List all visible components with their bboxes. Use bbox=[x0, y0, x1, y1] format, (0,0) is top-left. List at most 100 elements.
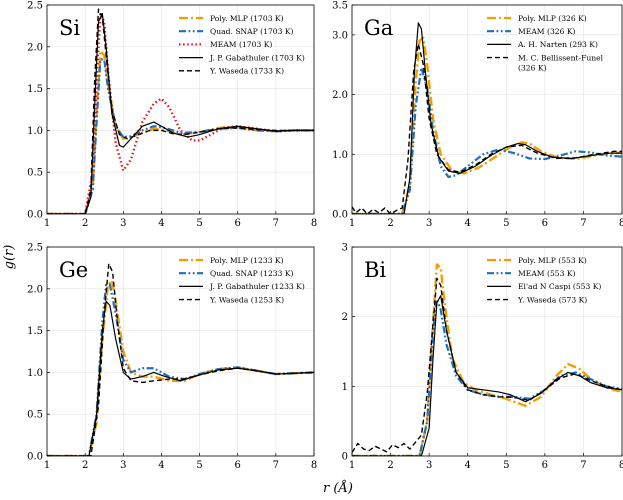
series-line bbox=[47, 279, 314, 456]
legend-entry: MEAM (326 K) bbox=[518, 27, 576, 36]
legend-entry: MEAM (1703 K) bbox=[210, 40, 272, 49]
panel-si: 1 2 3 4 5 6 7 8 0.0 0.5 1.0 1.5 2.0 2.5 Si Poly. MLP (1… bbox=[27, 1, 317, 230]
x-axis-label: r (Å) bbox=[323, 480, 353, 496]
x-tick-label: 1 bbox=[44, 460, 50, 471]
x-tick-label: 8 bbox=[619, 218, 623, 229]
x-tick-label: 2 bbox=[82, 218, 88, 229]
x-tick-label: 8 bbox=[311, 218, 317, 229]
y-tick-label: 1.0 bbox=[332, 150, 348, 161]
y-tick-label: 2 bbox=[342, 312, 348, 323]
y-tick-label: 1 bbox=[342, 382, 348, 393]
x-tick-label: 3 bbox=[120, 460, 126, 471]
x-tick-label: 5 bbox=[503, 218, 509, 229]
x-tick-label: 3 bbox=[426, 460, 432, 471]
y-tick-label: 0.0 bbox=[332, 210, 348, 221]
y-tick-label: 2.0 bbox=[27, 42, 43, 53]
legend-entry: Poly. MLP (1233 K) bbox=[210, 256, 284, 265]
y-tick-label: 1.0 bbox=[27, 368, 43, 379]
x-tick-label: 2 bbox=[82, 460, 88, 471]
x-tick-label: 6 bbox=[235, 460, 241, 471]
x-tick-label: 1 bbox=[44, 218, 50, 229]
x-tick-label: 7 bbox=[580, 218, 586, 229]
series-line bbox=[352, 263, 622, 456]
series-line bbox=[352, 36, 622, 214]
x-tick-label: 4 bbox=[158, 218, 164, 229]
x-tick-label: 1 bbox=[349, 218, 355, 229]
x-tick-label: 4 bbox=[158, 460, 164, 471]
legend-entry: J. P. Gabathuler (1703 K) bbox=[209, 53, 305, 62]
series-line bbox=[352, 43, 622, 214]
y-tick-label: 2.0 bbox=[27, 284, 43, 295]
legend-entry: Y. Waseda (1253 K) bbox=[209, 295, 284, 304]
legend: Poly. MLP (326 K) MEAM (326 K) A. H. Narte… bbox=[487, 14, 604, 72]
legend-entry: J. P. Gabathuler (1233 K) bbox=[209, 282, 305, 291]
series-line bbox=[352, 295, 622, 456]
y-tick-label: 0.5 bbox=[27, 168, 43, 179]
x-tick-label: 2 bbox=[387, 218, 393, 229]
x-tick-label: 5 bbox=[503, 460, 509, 471]
y-tick-label: 0.0 bbox=[27, 210, 43, 221]
y-tick-label: 2.0 bbox=[332, 90, 348, 101]
series-line bbox=[47, 58, 314, 214]
y-tick-label: 0.0 bbox=[27, 452, 43, 463]
panels: 1 2 3 4 5 6 7 8 0.0 0.5 1.0 1.5 2.0 2.5 Si Poly. MLP (1… bbox=[27, 1, 623, 472]
legend-entry: A. H. Narten (293 K) bbox=[517, 40, 598, 49]
x-tick-label: 2 bbox=[387, 460, 393, 471]
axes-frame bbox=[46, 4, 315, 215]
legend-entry: Y. Waseda (573 K) bbox=[517, 295, 587, 304]
panel-ge: 1 2 3 4 5 6 7 8 0.0 0.5 1.0 1.5 2.0 2.5 Ge Poly. MLP (1… bbox=[27, 243, 317, 472]
panel-label: Si bbox=[59, 16, 80, 40]
legend-entry: El'ad N Caspi (553 K) bbox=[518, 282, 601, 291]
panel-label: Ge bbox=[59, 258, 88, 282]
legend-entry: Poly. MLP (326 K) bbox=[518, 14, 587, 23]
x-tick-label: 7 bbox=[273, 218, 279, 229]
legend-entry: Quad. SNAP (1233 K) bbox=[210, 269, 294, 278]
legend: Poly. MLP (553 K) MEAM (553 K) El'ad N Cas… bbox=[487, 256, 601, 304]
series-line bbox=[47, 263, 314, 456]
x-tick-label: 4 bbox=[465, 460, 471, 471]
x-tick-label: 4 bbox=[465, 218, 471, 229]
legend-entry: Poly. MLP (553 K) bbox=[518, 256, 587, 265]
panel-label: Bi bbox=[364, 258, 386, 282]
series-line bbox=[352, 277, 622, 453]
series-line bbox=[352, 66, 622, 214]
x-tick-label: 8 bbox=[311, 460, 317, 471]
y-tick-label: 2.5 bbox=[27, 243, 43, 254]
axes-frame bbox=[46, 246, 315, 457]
series-line bbox=[47, 283, 314, 456]
legend: Poly. MLP (1233 K) Quad. SNAP (1233 K) J. … bbox=[179, 256, 305, 304]
x-tick-label: 1 bbox=[349, 460, 355, 471]
x-tick-label: 3 bbox=[120, 218, 126, 229]
x-tick-label: 6 bbox=[542, 460, 548, 471]
y-tick-label: 3.0 bbox=[332, 30, 348, 41]
panel-ga: 1 2 3 4 5 6 7 8 0.0 1.0 2.0 3.0 3.5 Ga Poly. MLP (326 … bbox=[332, 1, 623, 230]
series-line bbox=[47, 300, 314, 456]
x-tick-label: 3 bbox=[426, 218, 432, 229]
legend-entry: M. C. Bellissent-Funel (326 K) bbox=[518, 53, 604, 72]
x-tick-label: 7 bbox=[580, 460, 586, 471]
y-tick-label: 1.5 bbox=[27, 326, 43, 337]
x-tick-label: 8 bbox=[619, 460, 623, 471]
legend-entry: Y. Waseda (1733 K) bbox=[209, 67, 284, 76]
series-line bbox=[47, 8, 314, 214]
x-tick-label: 7 bbox=[273, 460, 279, 471]
legend-entry: Poly. MLP (1703 K) bbox=[210, 14, 284, 23]
series-line bbox=[352, 298, 622, 456]
y-axis-label: g(r) bbox=[2, 245, 17, 270]
x-tick-label: 5 bbox=[196, 460, 202, 471]
y-tick-label: 2.5 bbox=[27, 1, 43, 12]
legend: Poly. MLP (1703 K) Quad. SNAP (1703 K) MEA… bbox=[179, 14, 305, 76]
x-tick-label: 5 bbox=[196, 218, 202, 229]
y-tick-label: 1.5 bbox=[27, 84, 43, 95]
axes-frame bbox=[351, 246, 623, 457]
legend-entry: MEAM (553 K) bbox=[518, 269, 576, 278]
x-tick-label: 6 bbox=[542, 218, 548, 229]
y-tick-label: 0.5 bbox=[27, 410, 43, 421]
y-tick-label: 0 bbox=[342, 452, 348, 463]
panel-label: Ga bbox=[364, 16, 393, 40]
y-tick-label: 3 bbox=[342, 243, 348, 254]
legend-entry: Quad. SNAP (1703 K) bbox=[210, 27, 294, 36]
y-tick-label: 1.0 bbox=[27, 126, 43, 137]
